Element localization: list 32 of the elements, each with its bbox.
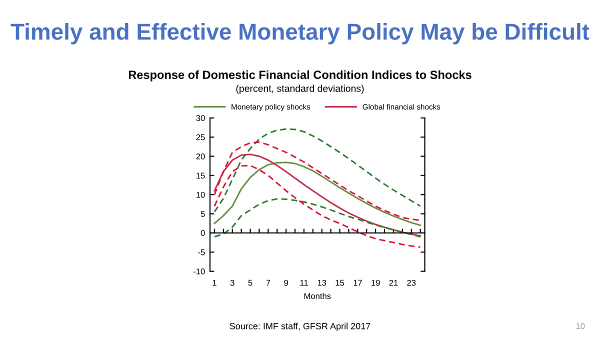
source-note: Source: IMF staff, GFSR April 2017 [230, 322, 370, 332]
x-tick-label: 15 [336, 280, 344, 286]
x-tick-label: 19 [372, 280, 380, 286]
y-tick-label: -5 [198, 249, 205, 256]
x-tick-label: 1 [212, 280, 216, 286]
y-tick-label: 5 [200, 211, 205, 217]
y-tick-label: 10 [196, 192, 205, 198]
chart-title: Timely and Effective Monetary Policy May be Difficult [10, 23, 590, 44]
line-series [214, 128, 422, 213]
y-tick-label: 20 [196, 153, 205, 160]
y-tick-label: -10 [193, 268, 205, 274]
x-tick-label: 23 [407, 280, 416, 286]
y-tick-label: 30 [196, 115, 205, 122]
line-series [214, 198, 422, 238]
x-tick-label: 5 [248, 280, 252, 286]
x-tick-label: 9 [284, 280, 288, 286]
x-tick-label: 21 [389, 280, 398, 286]
line-series [214, 164, 422, 248]
x-tick-label: 13 [318, 280, 326, 286]
x-tick-label: 7 [266, 280, 270, 286]
y-tick-label: 25 [196, 134, 205, 140]
x-axis-title: Months [304, 292, 331, 300]
chart-subtitle: Response of Domestic Financial Condition Indices to Shocks (percent, standard deviations) [128, 70, 472, 94]
x-tick-label: 11 [300, 280, 308, 286]
x-tick-label: 17 [354, 280, 362, 286]
text: 10 [576, 323, 585, 330]
y-tick-label: 15 [196, 172, 205, 179]
line-series [214, 154, 422, 237]
line-series [214, 162, 422, 226]
line-series [214, 141, 422, 222]
x-tick-label: 3 [230, 280, 234, 286]
y-tick-label: 0 [200, 230, 205, 236]
